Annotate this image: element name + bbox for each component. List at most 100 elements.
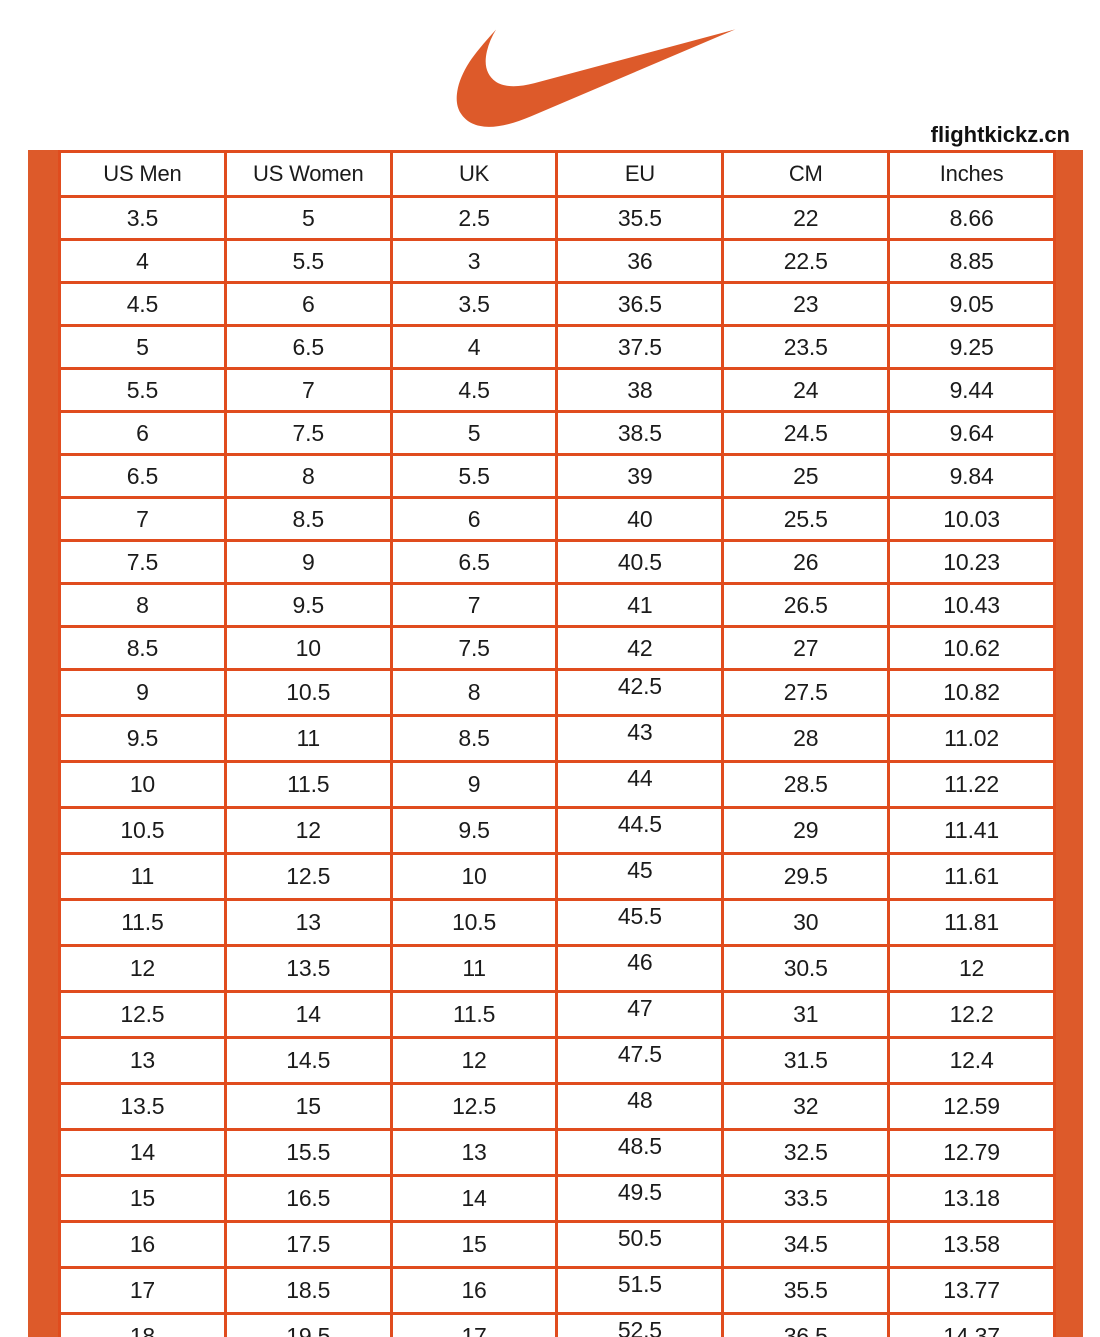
size-cell: 18.5 [223,1266,393,1315]
column-header: US Men [58,150,227,198]
size-cell: 51.5 [555,1266,725,1315]
size-cell: 19.5 [223,1312,393,1337]
size-cell: 11 [389,944,559,993]
size-cell: 10 [223,625,393,671]
size-cell: 47 [555,990,725,1039]
table-row: 12 13.5 11 46 30.5 12 [58,944,1056,993]
table-row: 4 5.5 3 36 22.5 8.85 [58,238,1056,284]
size-cell: 2.5 [389,195,559,241]
column-header: UK [389,150,559,198]
size-cell: 24.5 [721,410,891,456]
table-row: 9.5 11 8.5 43 28 11.02 [58,714,1056,763]
table-row: 13.5 15 12.5 48 32 12.59 [58,1082,1056,1131]
size-cell: 4 [58,238,227,284]
table-row: 9 10.5 8 42.5 27.5 10.82 [58,668,1056,717]
size-cell: 7 [223,367,393,413]
size-cell: 5 [223,195,393,241]
size-cell: 13 [58,1036,227,1085]
table-row: 10 11.5 9 44 28.5 11.22 [58,760,1056,809]
size-cell: 6.5 [58,453,227,499]
size-cell: 6 [223,281,393,327]
size-cell: 13.18 [887,1174,1056,1223]
size-cell: 40 [555,496,725,542]
nike-swoosh-icon [456,29,736,127]
size-cell: 9.84 [887,453,1056,499]
table-row: 13 14.5 12 47.5 31.5 12.4 [58,1036,1056,1085]
size-cell: 8.5 [389,714,559,763]
size-cell: 22.5 [721,238,891,284]
size-cell: 23 [721,281,891,327]
size-cell: 24 [721,367,891,413]
size-cell: 30 [721,898,891,947]
size-cell: 41 [555,582,725,628]
size-cell: 29.5 [721,852,891,901]
size-cell: 49.5 [555,1174,725,1223]
table-row: 11.5 13 10.5 45.5 30 11.81 [58,898,1056,947]
size-cell: 14 [389,1174,559,1223]
size-cell: 33.5 [721,1174,891,1223]
column-header: EU [555,150,725,198]
header: flightkickz.cn [0,0,1100,150]
size-cell: 47.5 [555,1036,725,1085]
size-cell: 50.5 [555,1220,725,1269]
size-cell: 6.5 [223,324,393,370]
size-cell: 34.5 [721,1220,891,1269]
size-cell: 7.5 [58,539,227,585]
size-cell: 17 [389,1312,559,1337]
size-cell: 7 [389,582,559,628]
size-cell: 9.64 [887,410,1056,456]
size-cell: 8 [389,668,559,717]
size-cell: 3.5 [58,195,227,241]
size-cell: 38 [555,367,725,413]
table-row: 6.5 8 5.5 39 25 9.84 [58,453,1056,499]
size-cell: 3 [389,238,559,284]
size-cell: 10.43 [887,582,1056,628]
size-cell: 11.5 [389,990,559,1039]
size-cell: 11.5 [58,898,227,947]
size-cell: 8 [223,453,393,499]
table-row: 10.5 12 9.5 44.5 29 11.41 [58,806,1056,855]
size-cell: 12 [223,806,393,855]
size-cell: 25 [721,453,891,499]
size-cell: 38.5 [555,410,725,456]
size-cell: 15 [389,1220,559,1269]
size-cell: 8.85 [887,238,1056,284]
size-cell: 48 [555,1082,725,1131]
size-cell: 28.5 [721,760,891,809]
size-cell: 10.5 [389,898,559,947]
size-cell: 9.25 [887,324,1056,370]
size-cell: 11.02 [887,714,1056,763]
size-cell: 7.5 [389,625,559,671]
size-cell: 12.5 [223,852,393,901]
size-cell: 9.5 [389,806,559,855]
table-row: 3.5 5 2.5 35.5 22 8.66 [58,195,1056,241]
size-cell: 45.5 [555,898,725,947]
size-cell: 8.5 [58,625,227,671]
size-cell: 6 [389,496,559,542]
table-row: 17 18.5 16 51.5 35.5 13.77 [58,1266,1056,1315]
watermark-text: flightkickz.cn [930,122,1070,147]
size-cell: 12.5 [389,1082,559,1131]
size-cell: 11.61 [887,852,1056,901]
size-cell: 10.03 [887,496,1056,542]
size-cell: 15 [58,1174,227,1223]
size-cell: 31 [721,990,891,1039]
size-cell: 9.44 [887,367,1056,413]
size-cell: 14 [58,1128,227,1177]
size-cell: 6.5 [389,539,559,585]
size-cell: 35.5 [555,195,725,241]
size-cell: 14.5 [223,1036,393,1085]
size-cell: 5.5 [58,367,227,413]
size-cell: 22 [721,195,891,241]
size-cell: 9.5 [223,582,393,628]
size-conversion-table: US Men US Women UK EU CM Inches 3.5 5 2.5 35.5 22… [58,150,1056,1337]
size-cell: 9 [58,668,227,717]
table-row: 14 15.5 13 48.5 32.5 12.79 [58,1128,1056,1177]
size-cell: 37.5 [555,324,725,370]
column-header: Inches [887,150,1056,198]
size-cell: 48.5 [555,1128,725,1177]
size-cell: 5.5 [223,238,393,284]
table-header-row: US Men US Women UK EU CM Inches [58,150,1056,198]
size-cell: 11.5 [223,760,393,809]
